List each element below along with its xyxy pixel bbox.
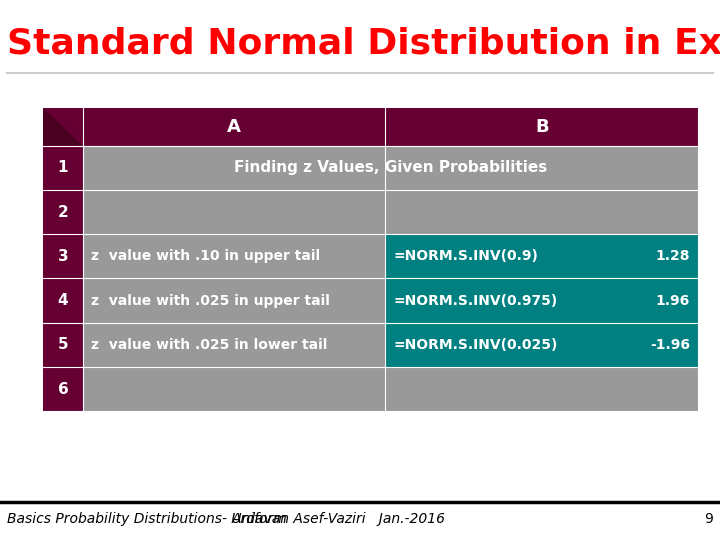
Text: B: B <box>535 118 549 136</box>
Bar <box>385 108 698 146</box>
Bar <box>385 190 698 234</box>
Text: -1.96: -1.96 <box>649 338 690 352</box>
Bar <box>385 279 698 323</box>
Text: 2: 2 <box>58 205 68 220</box>
Text: 1.28: 1.28 <box>655 249 690 264</box>
Text: z  value with .025 in lower tail: z value with .025 in lower tail <box>91 338 328 352</box>
Bar <box>385 323 698 367</box>
Bar <box>43 146 83 190</box>
Bar <box>43 108 83 146</box>
Bar <box>385 367 698 411</box>
Text: =NORM.S.INV(0.025): =NORM.S.INV(0.025) <box>394 338 558 352</box>
Text: z  value with .10 in upper tail: z value with .10 in upper tail <box>91 249 320 264</box>
Bar <box>43 279 83 323</box>
Bar <box>83 190 385 234</box>
Text: =NORM.S.INV(0.975): =NORM.S.INV(0.975) <box>394 294 558 308</box>
Bar <box>385 146 698 190</box>
Text: 1.96: 1.96 <box>655 294 690 308</box>
Bar <box>43 190 83 234</box>
Text: Basics Probability Distributions- Uniform: Basics Probability Distributions- Unifor… <box>7 512 287 526</box>
Bar <box>83 146 385 190</box>
Text: 5: 5 <box>58 338 68 353</box>
Polygon shape <box>43 108 83 146</box>
Text: z  value with .025 in upper tail: z value with .025 in upper tail <box>91 294 330 308</box>
Bar <box>83 367 385 411</box>
Bar <box>385 234 698 279</box>
Text: 9: 9 <box>704 512 713 526</box>
Text: 3: 3 <box>58 249 68 264</box>
Text: 6: 6 <box>58 382 68 397</box>
Text: Ardavan Asef-Vaziri   Jan.-2016: Ardavan Asef-Vaziri Jan.-2016 <box>231 512 446 526</box>
Bar <box>43 323 83 367</box>
Bar <box>83 108 385 146</box>
Bar <box>43 234 83 279</box>
Text: 1: 1 <box>58 160 68 176</box>
Text: Standard Normal Distribution in Excel: Standard Normal Distribution in Excel <box>7 27 720 61</box>
Bar <box>43 367 83 411</box>
Text: =NORM.S.INV(0.9): =NORM.S.INV(0.9) <box>394 249 539 264</box>
Text: Finding z Values, Given Probabilities: Finding z Values, Given Probabilities <box>234 160 547 176</box>
Text: A: A <box>227 118 241 136</box>
Bar <box>83 279 385 323</box>
Bar <box>83 323 385 367</box>
Text: 4: 4 <box>58 293 68 308</box>
Bar <box>83 234 385 279</box>
